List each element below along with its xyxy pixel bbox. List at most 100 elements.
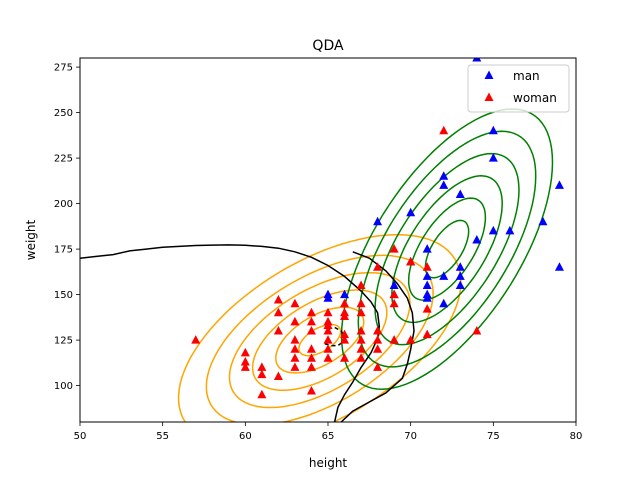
point-man-27 [323, 293, 333, 302]
point-man-6 [488, 153, 498, 162]
point-woman-31 [240, 356, 250, 366]
point-woman-36 [257, 389, 267, 399]
point-woman-14 [323, 307, 333, 317]
x-tick-label-80: 80 [570, 431, 583, 442]
plot-frame [79, 57, 577, 423]
contour-woman-level-6 [177, 233, 462, 422]
point-woman-46 [323, 353, 333, 362]
point-man-9 [373, 216, 383, 226]
legend-label-man: man [513, 69, 540, 83]
point-man-22 [422, 293, 432, 302]
point-woman-55 [406, 335, 416, 344]
point-man-7 [554, 180, 564, 189]
x-axis-label: height [309, 456, 348, 470]
point-man-17 [455, 262, 465, 271]
contour-man-level-5 [357, 130, 537, 368]
point-woman-38 [290, 344, 300, 353]
point-man-16 [455, 271, 465, 280]
y-tick-label-200: 200 [54, 199, 73, 210]
point-man-29 [439, 298, 449, 308]
y-axis-label: weight [24, 219, 38, 260]
point-woman-49 [356, 335, 366, 344]
contour-man-level-2 [407, 197, 487, 301]
point-woman-15 [306, 307, 316, 317]
point-man-3 [439, 171, 449, 180]
legend: man woman [467, 64, 570, 113]
point-man-1 [472, 58, 482, 62]
contour-man-level-3 [391, 175, 503, 324]
point-woman-3 [422, 262, 432, 271]
y-tick-label-150: 150 [54, 290, 73, 301]
point-man-18 [455, 280, 465, 289]
point-woman-4 [373, 262, 383, 271]
axis-ticks: 50 55 60 65 70 75 80 100 125 150 175 200 225 250 275 [54, 63, 582, 442]
point-woman-17 [290, 298, 300, 308]
point-woman-57 [340, 311, 350, 320]
point-woman-8 [356, 307, 366, 317]
legend-box [467, 64, 570, 113]
x-tick-label-60: 60 [239, 431, 252, 442]
point-woman-33 [257, 362, 267, 371]
point-woman-41 [306, 344, 316, 353]
point-woman-32 [240, 362, 250, 371]
y-tick-label-100: 100 [54, 381, 73, 392]
contour-woman-level-2 [275, 306, 365, 374]
point-woman-30 [240, 347, 250, 357]
legend-label-woman: woman [513, 91, 557, 105]
point-woman-5 [406, 256, 416, 266]
point-man-4 [439, 180, 449, 189]
point-man-28 [340, 289, 350, 299]
y-tick-label-275: 275 [54, 63, 73, 74]
contour-man-level-4 [374, 152, 520, 346]
point-man-19 [422, 271, 432, 280]
point-man-15 [439, 271, 449, 280]
point-woman-54 [389, 335, 399, 344]
point-woman-40 [290, 362, 300, 371]
point-woman-37 [290, 335, 300, 344]
point-man-11 [488, 225, 498, 235]
point-man-30 [554, 262, 564, 271]
x-tick-label-55: 55 [156, 431, 169, 442]
point-woman-18 [273, 295, 283, 304]
point-woman-29 [191, 335, 201, 344]
point-woman-25 [340, 329, 350, 339]
point-woman-58 [373, 335, 383, 344]
point-woman-11 [422, 304, 432, 313]
y-tick-label-125: 125 [54, 336, 73, 347]
x-tick-label-50: 50 [74, 431, 87, 442]
legend-marker-woman [484, 92, 494, 101]
plot-area [80, 58, 564, 422]
point-man-8 [406, 207, 416, 217]
point-woman-59 [323, 326, 333, 335]
point-woman-34 [257, 369, 267, 379]
y-tick-label-250: 250 [54, 108, 73, 119]
point-woman-1 [439, 125, 449, 135]
point-woman-10 [389, 298, 399, 308]
x-tick-label-65: 65 [322, 431, 335, 442]
point-woman-53 [373, 362, 383, 371]
contour-woman-level-1 [298, 323, 342, 357]
point-woman-2 [389, 244, 399, 253]
point-woman-56 [306, 386, 316, 395]
point-woman-48 [340, 353, 350, 362]
point-woman-45 [323, 344, 333, 353]
point-woman-35 [273, 371, 283, 380]
point-woman-60 [356, 326, 366, 335]
legend-marker-man [484, 70, 494, 79]
point-woman-39 [290, 353, 300, 362]
point-man-5 [455, 189, 465, 198]
point-woman-9 [389, 289, 399, 299]
y-tick-label-225: 225 [54, 154, 73, 165]
point-woman-16 [306, 316, 316, 326]
point-woman-20 [290, 316, 300, 326]
x-tick-label-70: 70 [404, 431, 417, 442]
point-woman-19 [273, 307, 283, 317]
point-woman-47 [340, 335, 350, 344]
point-woman-43 [306, 362, 316, 371]
point-woman-7 [356, 298, 366, 308]
point-woman-50 [356, 344, 366, 353]
point-man-13 [472, 235, 482, 244]
point-woman-52 [373, 344, 383, 353]
x-tick-label-75: 75 [487, 431, 500, 442]
